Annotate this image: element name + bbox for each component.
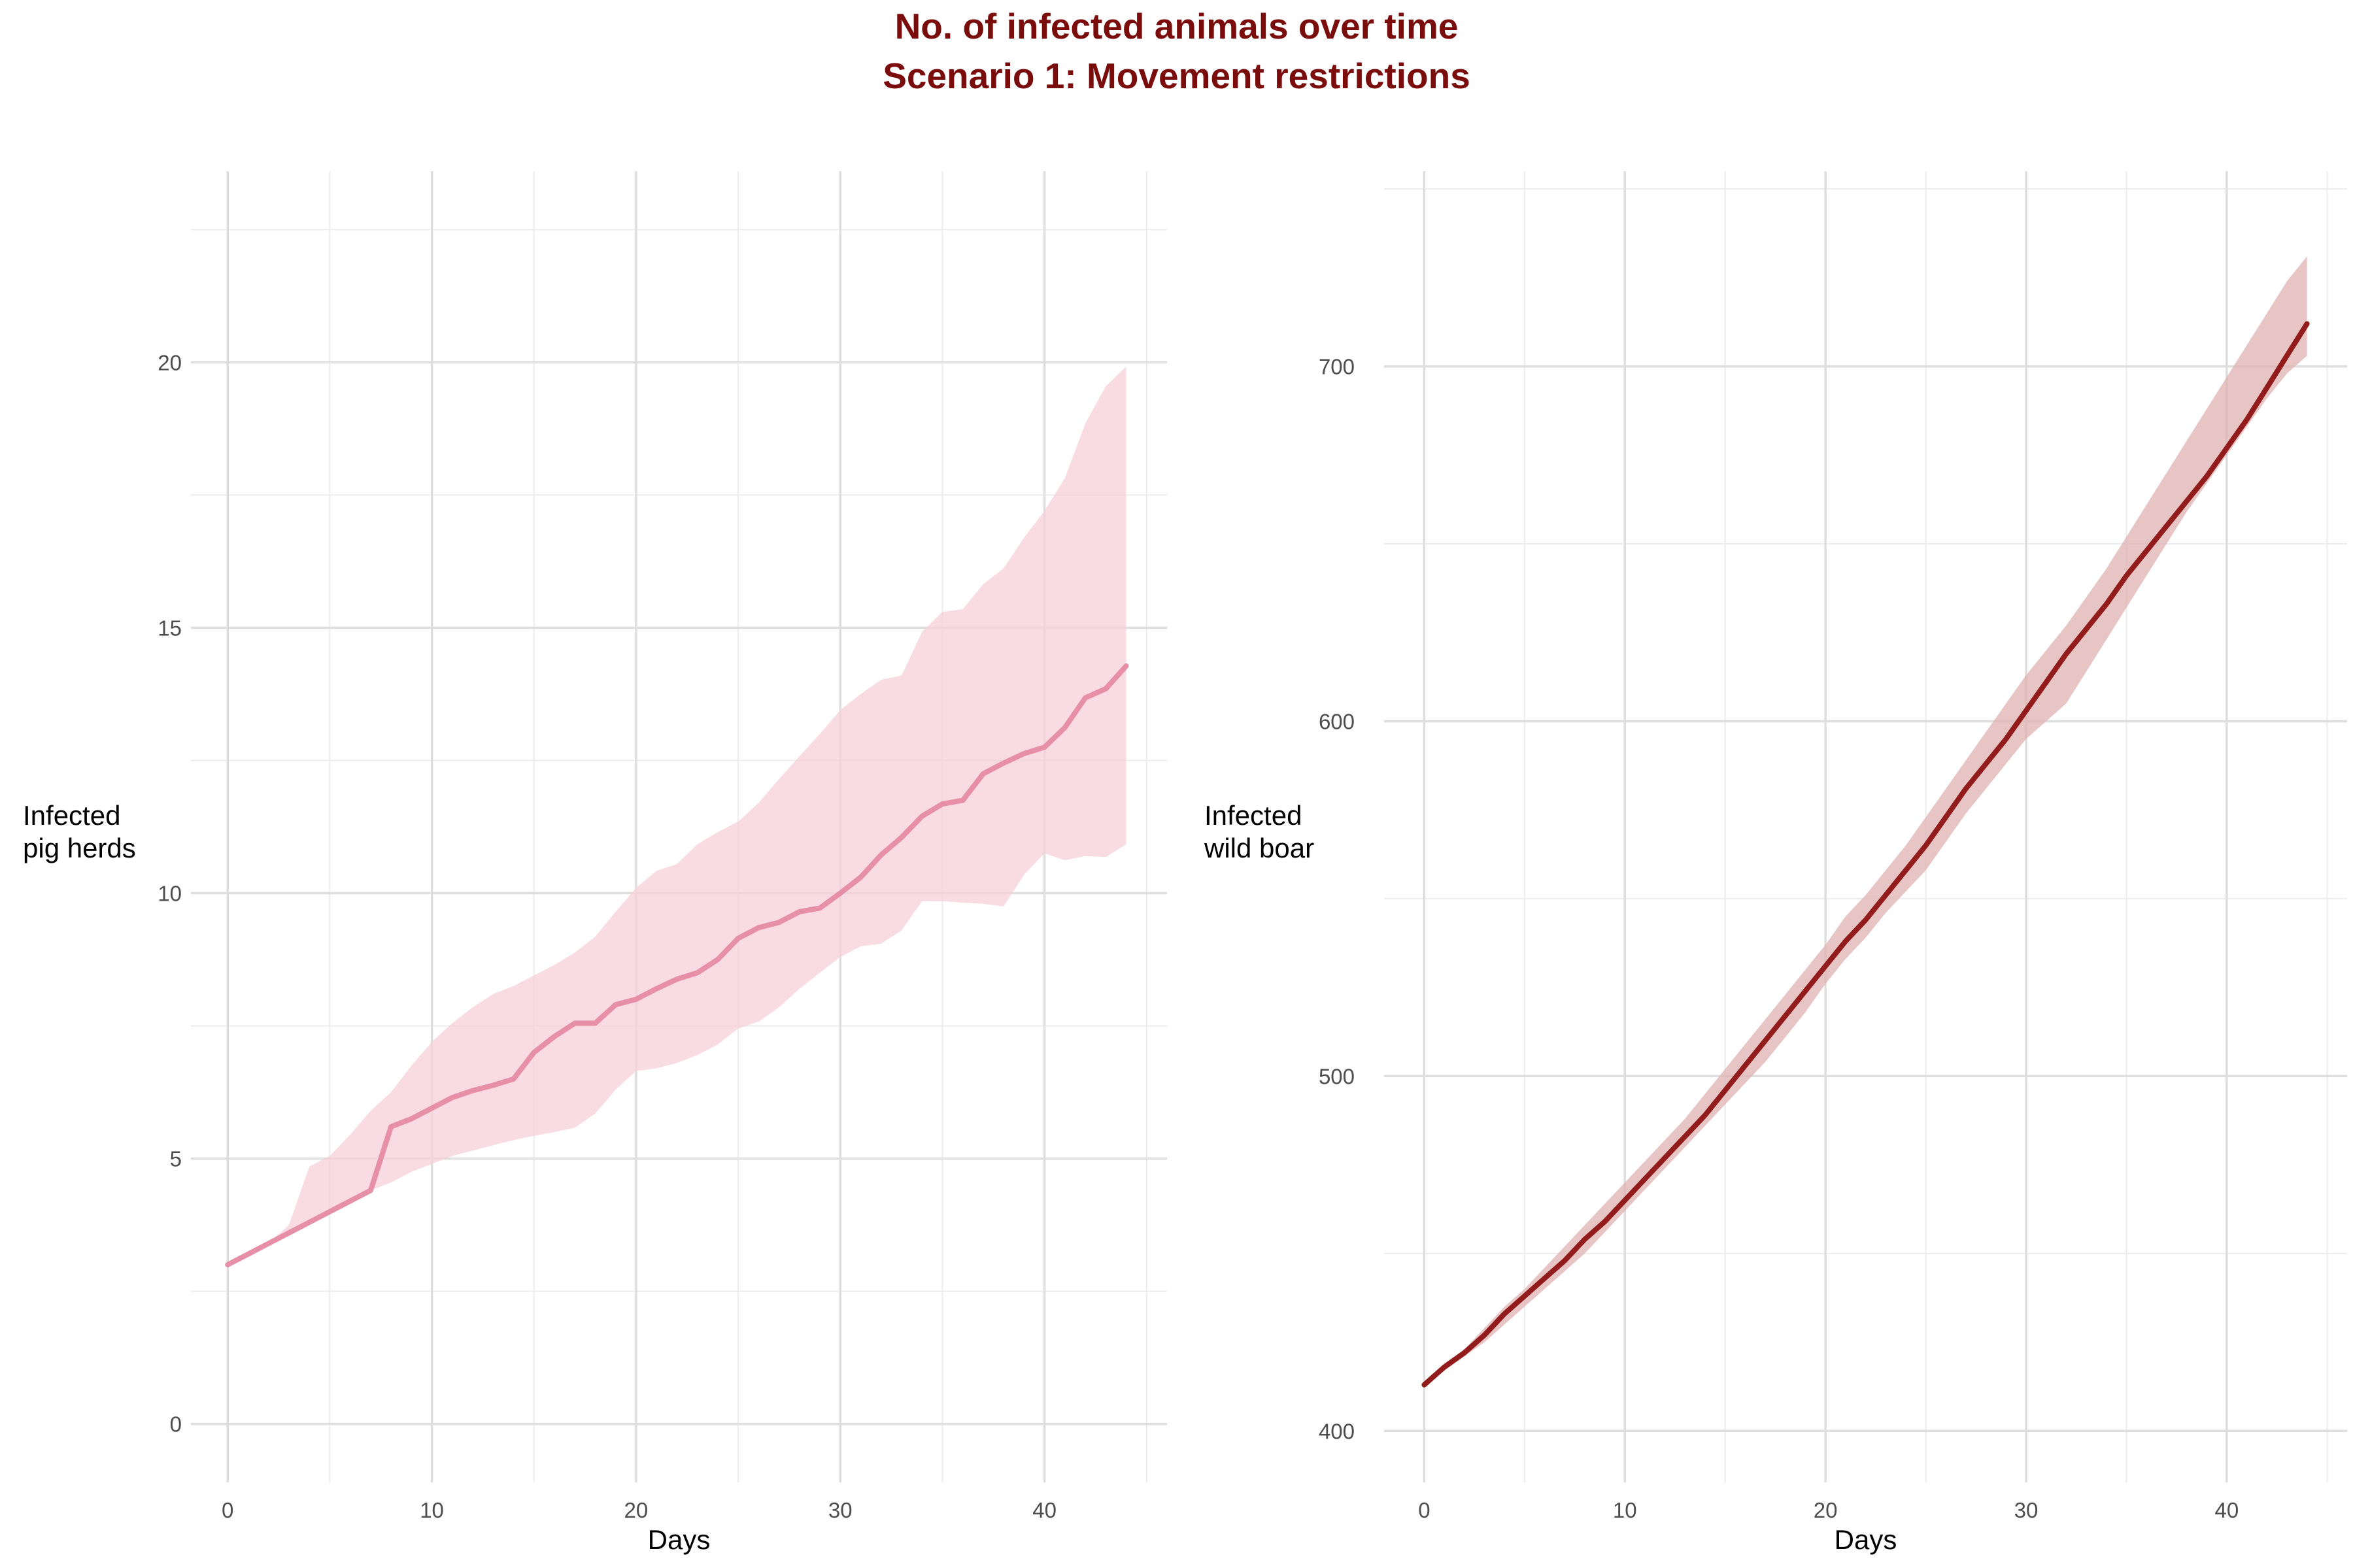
series-line	[225, 663, 1129, 1267]
y-tick-label: 0	[170, 1412, 182, 1437]
x-tick-label: 40	[2215, 1498, 2239, 1522]
y-axis-title-line: wild boar	[1204, 833, 1314, 863]
x-tick-label: 40	[1032, 1498, 1057, 1522]
x-tick-label: 30	[2014, 1498, 2039, 1522]
x-tick-label: 0	[222, 1498, 233, 1522]
y-axis-title: Infected pig herds	[23, 800, 136, 863]
y-tick-label: 5	[170, 1147, 182, 1171]
series-line	[1421, 321, 2310, 1388]
y-tick-label: 500	[1319, 1064, 1355, 1088]
y-tick-label: 700	[1319, 355, 1355, 379]
figure-title: No. of infected animals over time Scenar…	[0, 0, 2353, 101]
title-line-2: Scenario 1: Movement restrictions	[883, 56, 1470, 96]
confidence-band	[1424, 256, 2307, 1385]
x-tick-label: 0	[1418, 1498, 1430, 1522]
title-line-1: No. of infected animals over time	[894, 6, 1459, 46]
x-tick-label: 20	[1814, 1498, 1838, 1522]
y-tick-label: 400	[1319, 1419, 1355, 1443]
confidence-band	[228, 366, 1126, 1265]
x-tick-label: 10	[1613, 1498, 1637, 1522]
x-tick-label: 30	[828, 1498, 853, 1522]
x-tick-label: 10	[420, 1498, 444, 1522]
y-axis-title-line: pig herds	[23, 833, 136, 863]
y-tick-label: 15	[158, 616, 182, 640]
x-axis-title: Days	[648, 1524, 711, 1555]
y-axis-title-line: Infected	[1204, 800, 1302, 831]
y-tick-label: 10	[158, 882, 182, 906]
x-axis-title: Days	[1835, 1524, 1897, 1555]
y-tick-label: 20	[158, 350, 182, 375]
y-tick-label: 600	[1319, 709, 1355, 733]
x-tick-label: 20	[624, 1498, 649, 1522]
y-axis-title: Infected wild boar	[1204, 800, 1314, 863]
y-axis-title-line: Infected	[23, 800, 120, 831]
